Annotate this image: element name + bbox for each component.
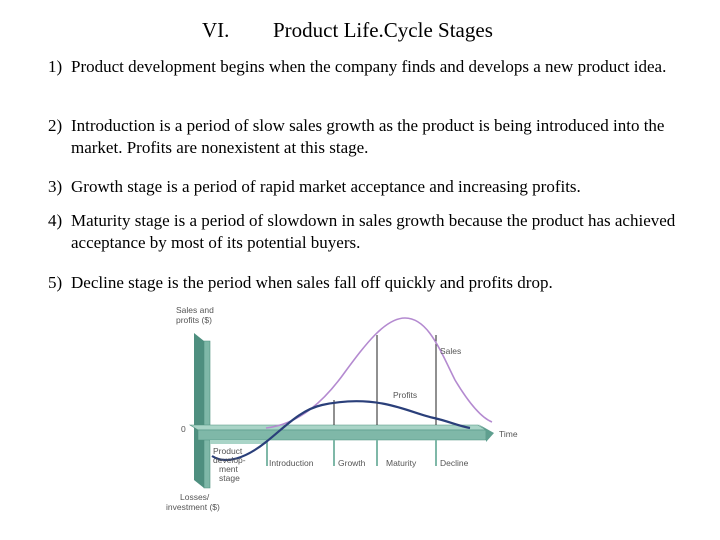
item-text: Maturity stage is a period of slowdown i…: [71, 211, 676, 252]
stage-label-decline: Decline: [440, 458, 469, 468]
time-label: Time: [499, 429, 518, 439]
item-number: 4): [48, 211, 63, 230]
stage-label-maturity: Maturity: [386, 458, 417, 468]
development-stage-label: ment: [219, 464, 239, 474]
list-item: 4) Maturity stage is a period of slowdown…: [48, 210, 711, 254]
y-axis-bottom-label: investment ($): [166, 502, 220, 512]
item-text: Growth stage is a period of rapid market…: [71, 177, 581, 196]
stage-divider: [435, 440, 437, 466]
vertical-axis-bar-face: [203, 340, 211, 489]
item-number: 5): [48, 273, 63, 292]
time-axis-arrow: [478, 424, 494, 442]
list-item: 5) Decline stage is the period when sales…: [48, 272, 711, 294]
sales-label: Sales: [440, 346, 461, 356]
item-text: Product development begins when the comp…: [71, 57, 667, 76]
y-axis-bottom-label: Losses/: [180, 492, 210, 502]
stage-label-growth: Growth: [338, 458, 366, 468]
item-number: 2): [48, 116, 63, 135]
time-axis-bar-face: [197, 429, 487, 441]
list-item: 1) Product development begins when the co…: [48, 56, 711, 78]
development-stage-label: develop-: [213, 455, 246, 465]
title-text: Product Life.Cycle Stages: [273, 18, 493, 42]
y-axis-top-label: Sales and: [176, 305, 214, 315]
time-axis-bar-top: [188, 424, 488, 431]
list-item: 2) Introduction is a period of slow sales…: [48, 115, 711, 159]
y-axis-top-label: profits ($): [176, 315, 212, 325]
item-number: 1): [48, 57, 63, 76]
development-stage-label: Product: [213, 446, 243, 456]
zero-label: 0: [181, 424, 186, 434]
item-text: Introduction is a period of slow sales g…: [71, 116, 665, 157]
slide-title: VI. Product Life.Cycle Stages: [0, 18, 720, 48]
sales-curve: [265, 317, 493, 429]
stage-label-introduction: Introduction: [269, 458, 314, 468]
list-item: 3) Growth stage is a period of rapid mark…: [48, 176, 711, 198]
development-shelf: [210, 440, 266, 444]
development-stage-label: stage: [219, 473, 240, 483]
item-number: 3): [48, 177, 63, 196]
vertical-axis-bar: [194, 333, 204, 488]
profits-curve: [211, 400, 471, 461]
section-number: VI.: [202, 18, 230, 42]
stage-divider: [333, 440, 335, 466]
item-text: Decline stage is the period when sales f…: [71, 273, 553, 292]
profits-label: Profits: [393, 390, 417, 400]
stage-divider: [266, 440, 268, 466]
stage-divider: [376, 440, 378, 466]
